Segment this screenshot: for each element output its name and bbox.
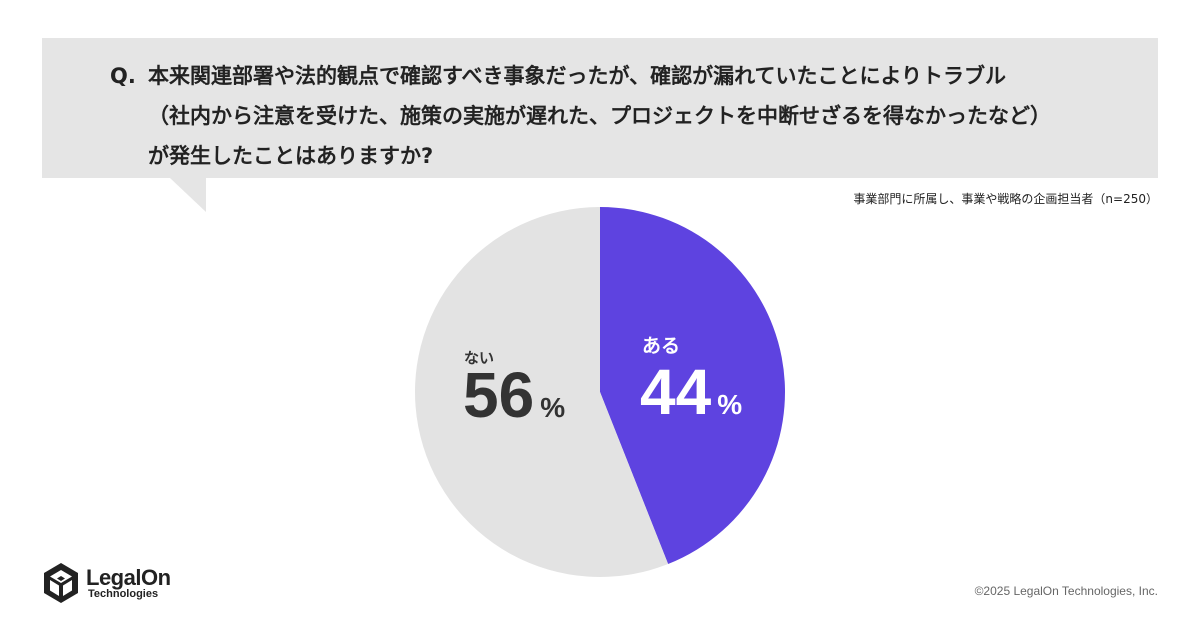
logo-subtitle: Technologies (88, 588, 159, 600)
logo-mark-icon (44, 563, 78, 603)
question-box (42, 38, 1158, 178)
question-prefix: Q. (110, 64, 136, 88)
question-text: 本来関連部署や法的観点で確認すべき事象だったが、確認が漏れていたことによりトラブ… (148, 56, 1128, 176)
slice-value-label: 44% (640, 356, 742, 428)
pie-slice-yes (600, 207, 785, 565)
slice-label: ある (642, 335, 680, 357)
company-logo: LegalOn Technologies (42, 562, 202, 606)
slice-value-label: 56% (463, 359, 565, 431)
question-box-tail (170, 178, 206, 212)
question-line: 本来関連部署や法的観点で確認すべき事象だったが、確認が漏れていたことによりトラブ… (148, 64, 1007, 88)
pie-slice-no (415, 207, 669, 577)
slice-label: ない (464, 349, 494, 367)
copyright: ©2025 LegalOn Technologies, Inc. (974, 584, 1158, 598)
question-line: が発生したことはありますか? (148, 144, 434, 168)
sample-note: 事業部門に所属し、事業や戦略の企画担当者（n=250） (853, 192, 1158, 206)
logo-name: LegalOn (86, 565, 171, 590)
question-line: （社内から注意を受けた、施策の実施が遅れた、プロジェクトを中断せざるを得なかった… (148, 104, 1051, 128)
